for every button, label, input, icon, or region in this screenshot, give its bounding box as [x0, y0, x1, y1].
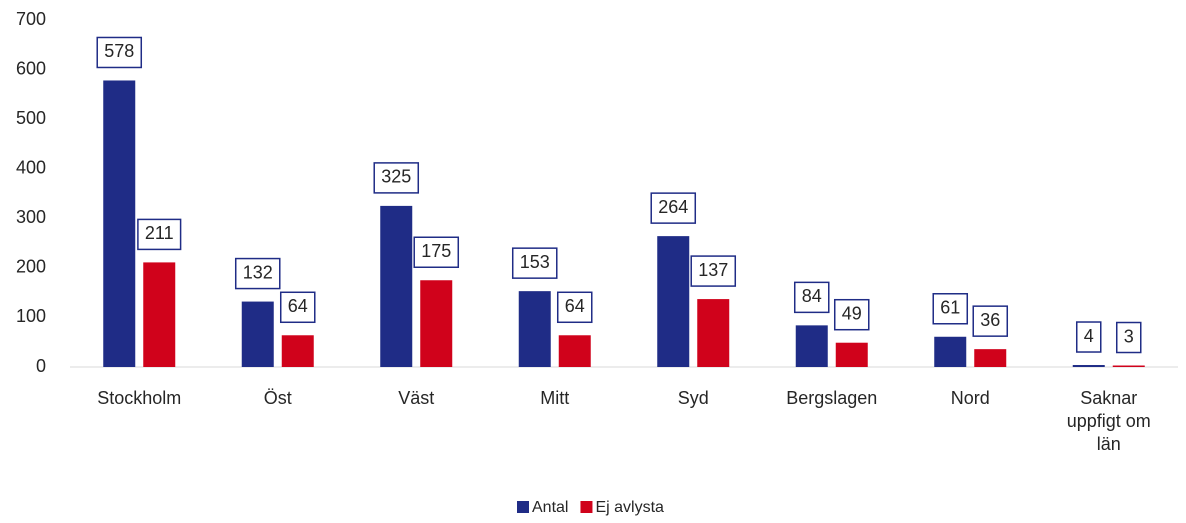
y-tick-label: 500 — [16, 108, 46, 128]
data-label-box — [373, 162, 420, 194]
data-label: 264 — [658, 197, 688, 217]
data-label: 61 — [940, 298, 960, 318]
data-label: 4 — [1084, 326, 1094, 346]
x-tick-label: Väst — [398, 388, 435, 408]
x-tick-label: Stockholm — [97, 388, 182, 408]
bar — [974, 349, 1007, 367]
data-label-box — [137, 218, 182, 251]
data-label-box — [413, 236, 460, 268]
y-tick-label: 300 — [16, 207, 46, 227]
data-label: 49 — [842, 303, 862, 323]
legend-swatch — [580, 501, 593, 513]
bar — [697, 299, 730, 367]
data-label-box — [279, 291, 316, 324]
bar — [518, 291, 551, 367]
data-label-box — [833, 298, 870, 331]
data-label: 175 — [421, 241, 451, 261]
y-tick-label: 700 — [16, 9, 46, 29]
bar — [380, 205, 413, 367]
data-label-box — [96, 36, 143, 69]
legend-swatch — [517, 501, 529, 513]
y-tick-label: 600 — [16, 58, 46, 78]
data-label-box — [932, 293, 969, 325]
y-tick-label: 0 — [36, 356, 46, 376]
data-label: 578 — [104, 41, 134, 61]
data-label: 325 — [381, 167, 411, 187]
x-tick-label: Mitt — [540, 388, 570, 408]
data-label: 36 — [980, 310, 1000, 330]
data-label-box — [1115, 321, 1142, 354]
y-tick-label: 200 — [16, 257, 46, 277]
bar — [420, 280, 453, 367]
data-label-box — [650, 192, 697, 224]
bar — [835, 342, 868, 367]
x-tick-label: Nord — [950, 388, 990, 408]
data-label: 64 — [288, 296, 308, 316]
data-label-box — [511, 247, 558, 279]
data-label-box — [556, 291, 593, 324]
x-tick-label: Saknar uppfigt om län — [1066, 388, 1151, 454]
legend-label: Antal — [532, 499, 568, 516]
data-label: 84 — [802, 286, 822, 306]
data-label: 64 — [565, 296, 585, 316]
x-tick-label: Öst — [263, 388, 292, 408]
bar — [795, 325, 828, 367]
bar — [558, 335, 591, 367]
data-label: 211 — [145, 223, 174, 243]
y-tick-label: 400 — [16, 157, 46, 177]
bar — [657, 236, 690, 367]
x-tick-label: Bergslagen — [786, 388, 878, 408]
data-label-box — [1075, 321, 1102, 353]
data-label: 132 — [243, 262, 273, 282]
bar — [281, 335, 314, 367]
bar — [1112, 365, 1145, 367]
legend-label: Ej avlysta — [595, 499, 664, 516]
data-label-box — [793, 281, 830, 314]
bar — [1072, 365, 1105, 367]
data-label: 137 — [698, 260, 728, 280]
y-tick-label: 100 — [16, 306, 46, 326]
data-label: 153 — [520, 252, 550, 272]
data-label-box — [972, 305, 1009, 337]
bar — [241, 301, 274, 367]
data-label: 3 — [1124, 326, 1134, 346]
x-tick-label: Syd — [677, 388, 709, 408]
data-label-box — [690, 255, 737, 287]
bar — [143, 262, 176, 367]
data-label-box — [234, 257, 281, 290]
bar — [934, 336, 967, 367]
bar — [103, 80, 136, 367]
